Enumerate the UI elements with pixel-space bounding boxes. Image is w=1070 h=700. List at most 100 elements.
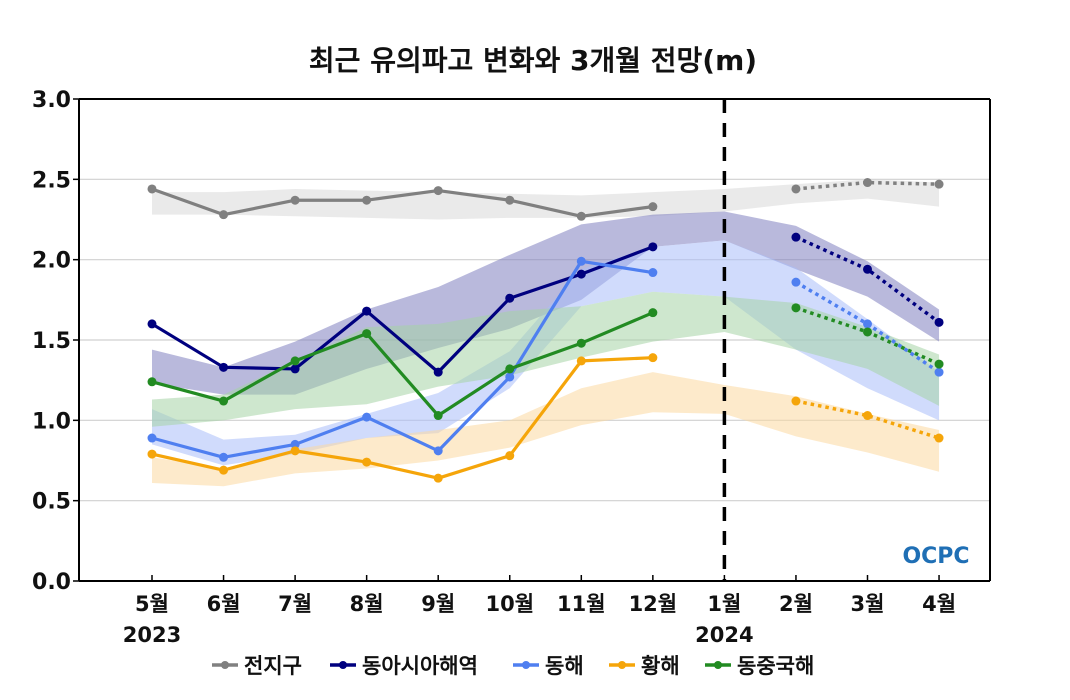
band-전지구 [152,179,940,220]
forecast-point-동아시아해역 [863,264,872,274]
observed-point-동해 [505,372,515,382]
x-tick-label: 10월 [485,592,534,616]
uncertainty-bands [152,179,940,487]
observed-point-동해 [576,256,586,266]
observed-point-동아시아해역 [362,306,372,316]
legend-marker-icon [221,661,229,669]
observed-point-동중국해 [576,338,586,348]
legend-item: 전지구 [212,654,302,678]
observed-point-동중국해 [433,411,443,421]
x-tick-label: 2월 [779,592,813,616]
x-tick-label: 6월 [207,592,241,616]
legend-item: 황해 [609,654,680,678]
legend-marker-icon [339,661,347,669]
observed-point-동중국해 [648,308,658,318]
observed-line-전지구 [151,187,654,218]
legend-item: 동아시아해역 [330,654,478,678]
observed-point-동아시아해역 [648,242,658,252]
observed-point-황해 [505,451,515,461]
forecast-point-황해 [863,411,872,421]
legend-marker-icon [618,661,626,669]
observed-point-전지구 [219,210,229,220]
x-tick-label: 1월 [707,592,741,616]
y-tick-label: 3.0 [32,88,71,113]
forecast-point-동중국해 [791,303,801,313]
forecast-point-동아시아해역 [934,317,944,327]
y-tick-label: 2.0 [32,249,71,274]
x-tick-label: 4월 [922,592,956,616]
observed-point-동해 [362,412,372,422]
forecast-point-전지구 [934,179,944,189]
observed-point-황해 [147,449,157,459]
forecast-line-황해 [795,399,940,440]
band-동해 [152,240,940,466]
observed-point-전지구 [576,211,586,221]
observed-point-동아시아해역 [433,367,443,377]
observed-point-전지구 [147,184,157,194]
logo-text: OCPC [902,544,969,569]
observed-point-황해 [290,446,300,456]
observed-point-동아시아해역 [219,362,229,372]
observed-line-황해 [151,356,653,480]
y-tick-label: 1.5 [32,329,71,354]
observed-point-동아시아해역 [147,319,157,329]
observed-point-동중국해 [219,396,229,406]
y-tick-label: 0.0 [32,570,71,595]
observed-point-황해 [576,356,586,366]
legend: 전지구 동아시아해역 동해 황해 동중국해 [212,654,814,678]
ocpc-logo: OCPC [902,544,969,569]
x-tick-label: 5월 [135,592,169,616]
observed-line-동해 [151,259,654,459]
observed-point-전지구 [433,186,443,196]
x-tick-label: 11월 [557,592,606,616]
year-label: 2024 [695,623,753,647]
forecast-point-황해 [791,396,801,406]
observed-point-황해 [648,353,658,363]
observed-point-동중국해 [147,377,157,387]
forecast-point-전지구 [791,184,801,194]
x-tick-label: 9월 [421,592,455,616]
x-tick-label: 12월 [629,592,678,616]
observed-point-전지구 [648,202,658,212]
observed-point-전지구 [362,195,372,205]
legend-marker-icon [714,661,722,669]
forecast-point-황해 [934,433,944,443]
legend-item: 동해 [513,654,584,678]
observed-point-동해 [290,439,300,449]
forecast-point-동중국해 [934,359,944,369]
observed-point-동중국해 [362,329,372,339]
observed-point-전지구 [290,195,300,205]
forecast-point-동아시아해역 [791,232,801,242]
legend-marker-icon [522,661,530,669]
legend-label: 동아시아해역 [362,654,478,678]
x-tick-label: 7월 [278,592,312,616]
observed-point-황해 [362,457,372,467]
legend-label: 동해 [545,654,584,678]
series-lines [147,178,944,483]
legend-label: 황해 [641,654,680,678]
x-tick-label: 8월 [350,592,384,616]
observed-point-동중국해 [505,364,515,374]
forecast-point-동중국해 [863,327,872,337]
observed-point-동중국해 [290,356,300,366]
observed-point-황해 [219,465,229,475]
band-동중국해 [152,291,940,427]
y-tick-label: 0.5 [32,490,71,515]
legend-item: 동중국해 [705,654,814,678]
observed-point-동아시아해역 [290,364,300,374]
y-tick-label: 1.0 [32,409,71,434]
forecast-point-동해 [934,367,944,377]
forecast-line-전지구 [795,180,940,191]
observed-point-동아시아해역 [505,293,515,303]
y-tick-label: 2.5 [32,168,71,193]
observed-point-동해 [147,433,157,443]
observed-point-전지구 [505,195,515,205]
forecast-point-동해 [863,319,872,329]
observed-point-동해 [648,268,658,278]
axes: 0.0 0.5 1.0 1.5 2.0 2.5 3.0 5월 6월 7월 8월 9월 10월 11월 12월… [32,88,991,647]
year-label: 2023 [123,623,181,647]
chart-title: 최근 유의파고 변화와 3개월 전망(m) [309,44,757,77]
forecast-point-동해 [791,277,801,287]
observed-point-동해 [433,446,443,456]
